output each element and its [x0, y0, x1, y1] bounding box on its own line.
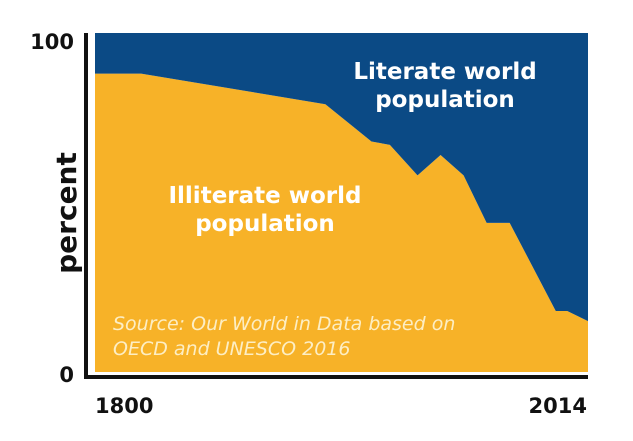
series-label: Literate world population: [353, 59, 537, 113]
y-tick-label: 0: [59, 363, 74, 387]
y-tick-label: 100: [30, 30, 74, 54]
y-axis-label: percent: [50, 152, 83, 274]
x-tick-label: 2014: [529, 394, 587, 418]
source-note: Source: Our World in Data based on OECD …: [113, 313, 456, 360]
area: [95, 33, 588, 322]
area: [95, 73, 588, 373]
x-tick-label: 1800: [95, 394, 153, 418]
series-label: Illiterate world population: [168, 183, 362, 237]
